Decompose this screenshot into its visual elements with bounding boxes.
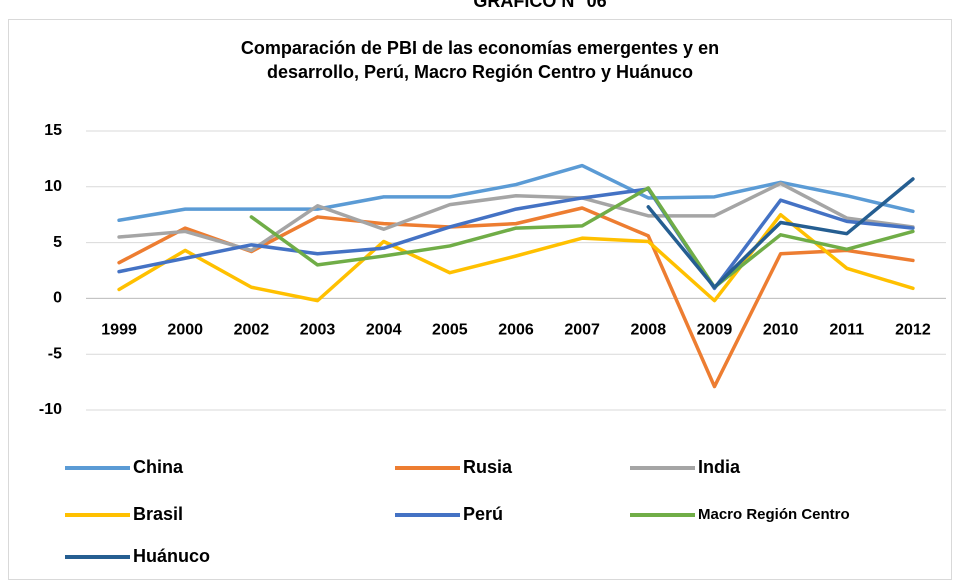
x-tick-label: 2004	[366, 322, 402, 339]
y-tick-label: -5	[48, 345, 62, 362]
x-tick-label: 2008	[631, 322, 667, 339]
chart-title: Comparación de PBI de las economías emer…	[241, 38, 719, 58]
series-line	[249, 186, 915, 289]
x-tick-label: 1999	[101, 322, 137, 339]
legend-label: Huánuco	[133, 546, 210, 566]
legend-label: Perú	[463, 504, 503, 524]
series-line	[117, 212, 915, 303]
y-tick-label: -10	[39, 401, 62, 418]
series-line	[646, 177, 915, 289]
legend-label: Brasil	[133, 504, 183, 524]
x-tick-label: 2009	[697, 322, 733, 339]
chart-title: desarrollo, Perú, Macro Región Centro y …	[267, 62, 693, 82]
series-line	[117, 187, 915, 291]
y-tick-label: 0	[53, 290, 62, 307]
x-tick-label: 2000	[167, 322, 203, 339]
x-tick-label: 2007	[564, 322, 600, 339]
y-tick-label: 15	[44, 122, 62, 139]
heading: GRÁFICO N° 06	[473, 0, 606, 11]
x-tick-label: 2003	[300, 322, 336, 339]
legend-label: Rusia	[463, 457, 513, 477]
chart-border	[8, 19, 952, 580]
x-tick-label: 2006	[498, 322, 534, 339]
legend-label: China	[133, 457, 184, 477]
x-tick-label: 2005	[432, 322, 468, 339]
x-tick-label: 2010	[763, 322, 799, 339]
x-tick-label: 2002	[234, 322, 270, 339]
series-line	[117, 181, 915, 253]
x-tick-label: 2012	[895, 322, 931, 339]
y-tick-label: 10	[44, 178, 62, 195]
legend-label: India	[698, 457, 741, 477]
x-tick-label: 2011	[829, 322, 864, 339]
legend-label: Macro Región Centro	[698, 506, 850, 523]
y-tick-label: 5	[53, 234, 62, 251]
